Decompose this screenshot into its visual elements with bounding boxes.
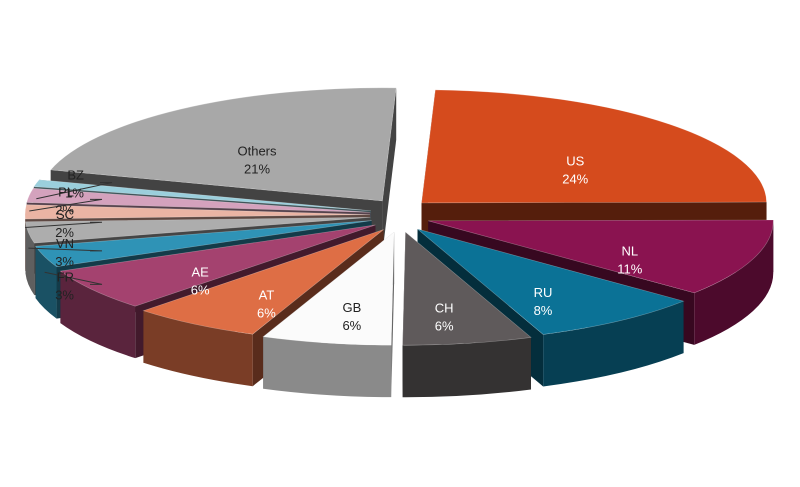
slice-ch <box>402 231 532 346</box>
slice-wall-others-1 <box>382 87 397 253</box>
value-pl: 2% <box>55 202 74 217</box>
label-at: AT <box>259 287 275 302</box>
slice-side-nl-0 <box>694 220 774 345</box>
value-bz: 1% <box>65 185 84 200</box>
leader-bz <box>36 181 113 200</box>
label-us: US <box>566 153 584 168</box>
slice-side-at-0 <box>143 310 253 387</box>
label-bz: BZ <box>67 167 84 182</box>
value-sc: 2% <box>55 225 74 240</box>
slice-ru <box>417 228 685 335</box>
value-others: 21% <box>244 161 270 176</box>
slice-us <box>421 89 767 204</box>
slice-others <box>50 87 397 202</box>
slice-sc <box>24 204 371 220</box>
label-ae: AE <box>191 264 209 279</box>
label-ch: CH <box>435 300 454 315</box>
label-vn: VN <box>56 236 74 251</box>
value-ru: 8% <box>534 303 553 318</box>
leader-lines <box>25 181 113 285</box>
slice-side-ru-0 <box>543 301 684 387</box>
slice-nl <box>428 219 774 294</box>
slice-ae <box>59 224 376 307</box>
label-nl: NL <box>622 244 639 259</box>
leader-sc <box>25 221 103 228</box>
pie-tops <box>24 87 774 346</box>
label-sc: SC <box>56 207 74 222</box>
value-fr: 3% <box>55 287 74 302</box>
slice-pl <box>26 187 371 213</box>
slice-vn <box>25 217 371 244</box>
leader-pl <box>29 198 103 212</box>
value-at: 6% <box>257 305 276 320</box>
label-fr: FR <box>57 269 74 284</box>
label-ru: RU <box>534 285 553 300</box>
slice-side-gb-0 <box>263 336 392 398</box>
value-gb: 6% <box>342 318 361 333</box>
slice-side-vn-0 <box>25 221 35 296</box>
leader-vn <box>28 247 103 252</box>
leader-fr <box>44 271 103 285</box>
slice-labels: US24%NL11%RU8%CH6%GB6%AT6%AE6%FR3%VN3%SC… <box>55 143 643 333</box>
value-nl: 11% <box>617 262 642 277</box>
value-ch: 6% <box>435 318 454 333</box>
label-others: Others <box>238 143 278 158</box>
value-us: 24% <box>562 171 588 186</box>
slice-bz <box>33 179 371 212</box>
slice-side-ch-0 <box>402 337 532 398</box>
slice-side-ae-0 <box>60 271 136 359</box>
value-vn: 3% <box>55 254 74 269</box>
value-ae: 6% <box>191 282 210 297</box>
label-pl: PL <box>58 184 74 199</box>
slice-fr <box>35 220 372 268</box>
slice-side-fr-0 <box>35 246 57 319</box>
slice-at <box>142 229 384 335</box>
slice-gb <box>262 231 395 346</box>
label-gb: GB <box>342 300 361 315</box>
